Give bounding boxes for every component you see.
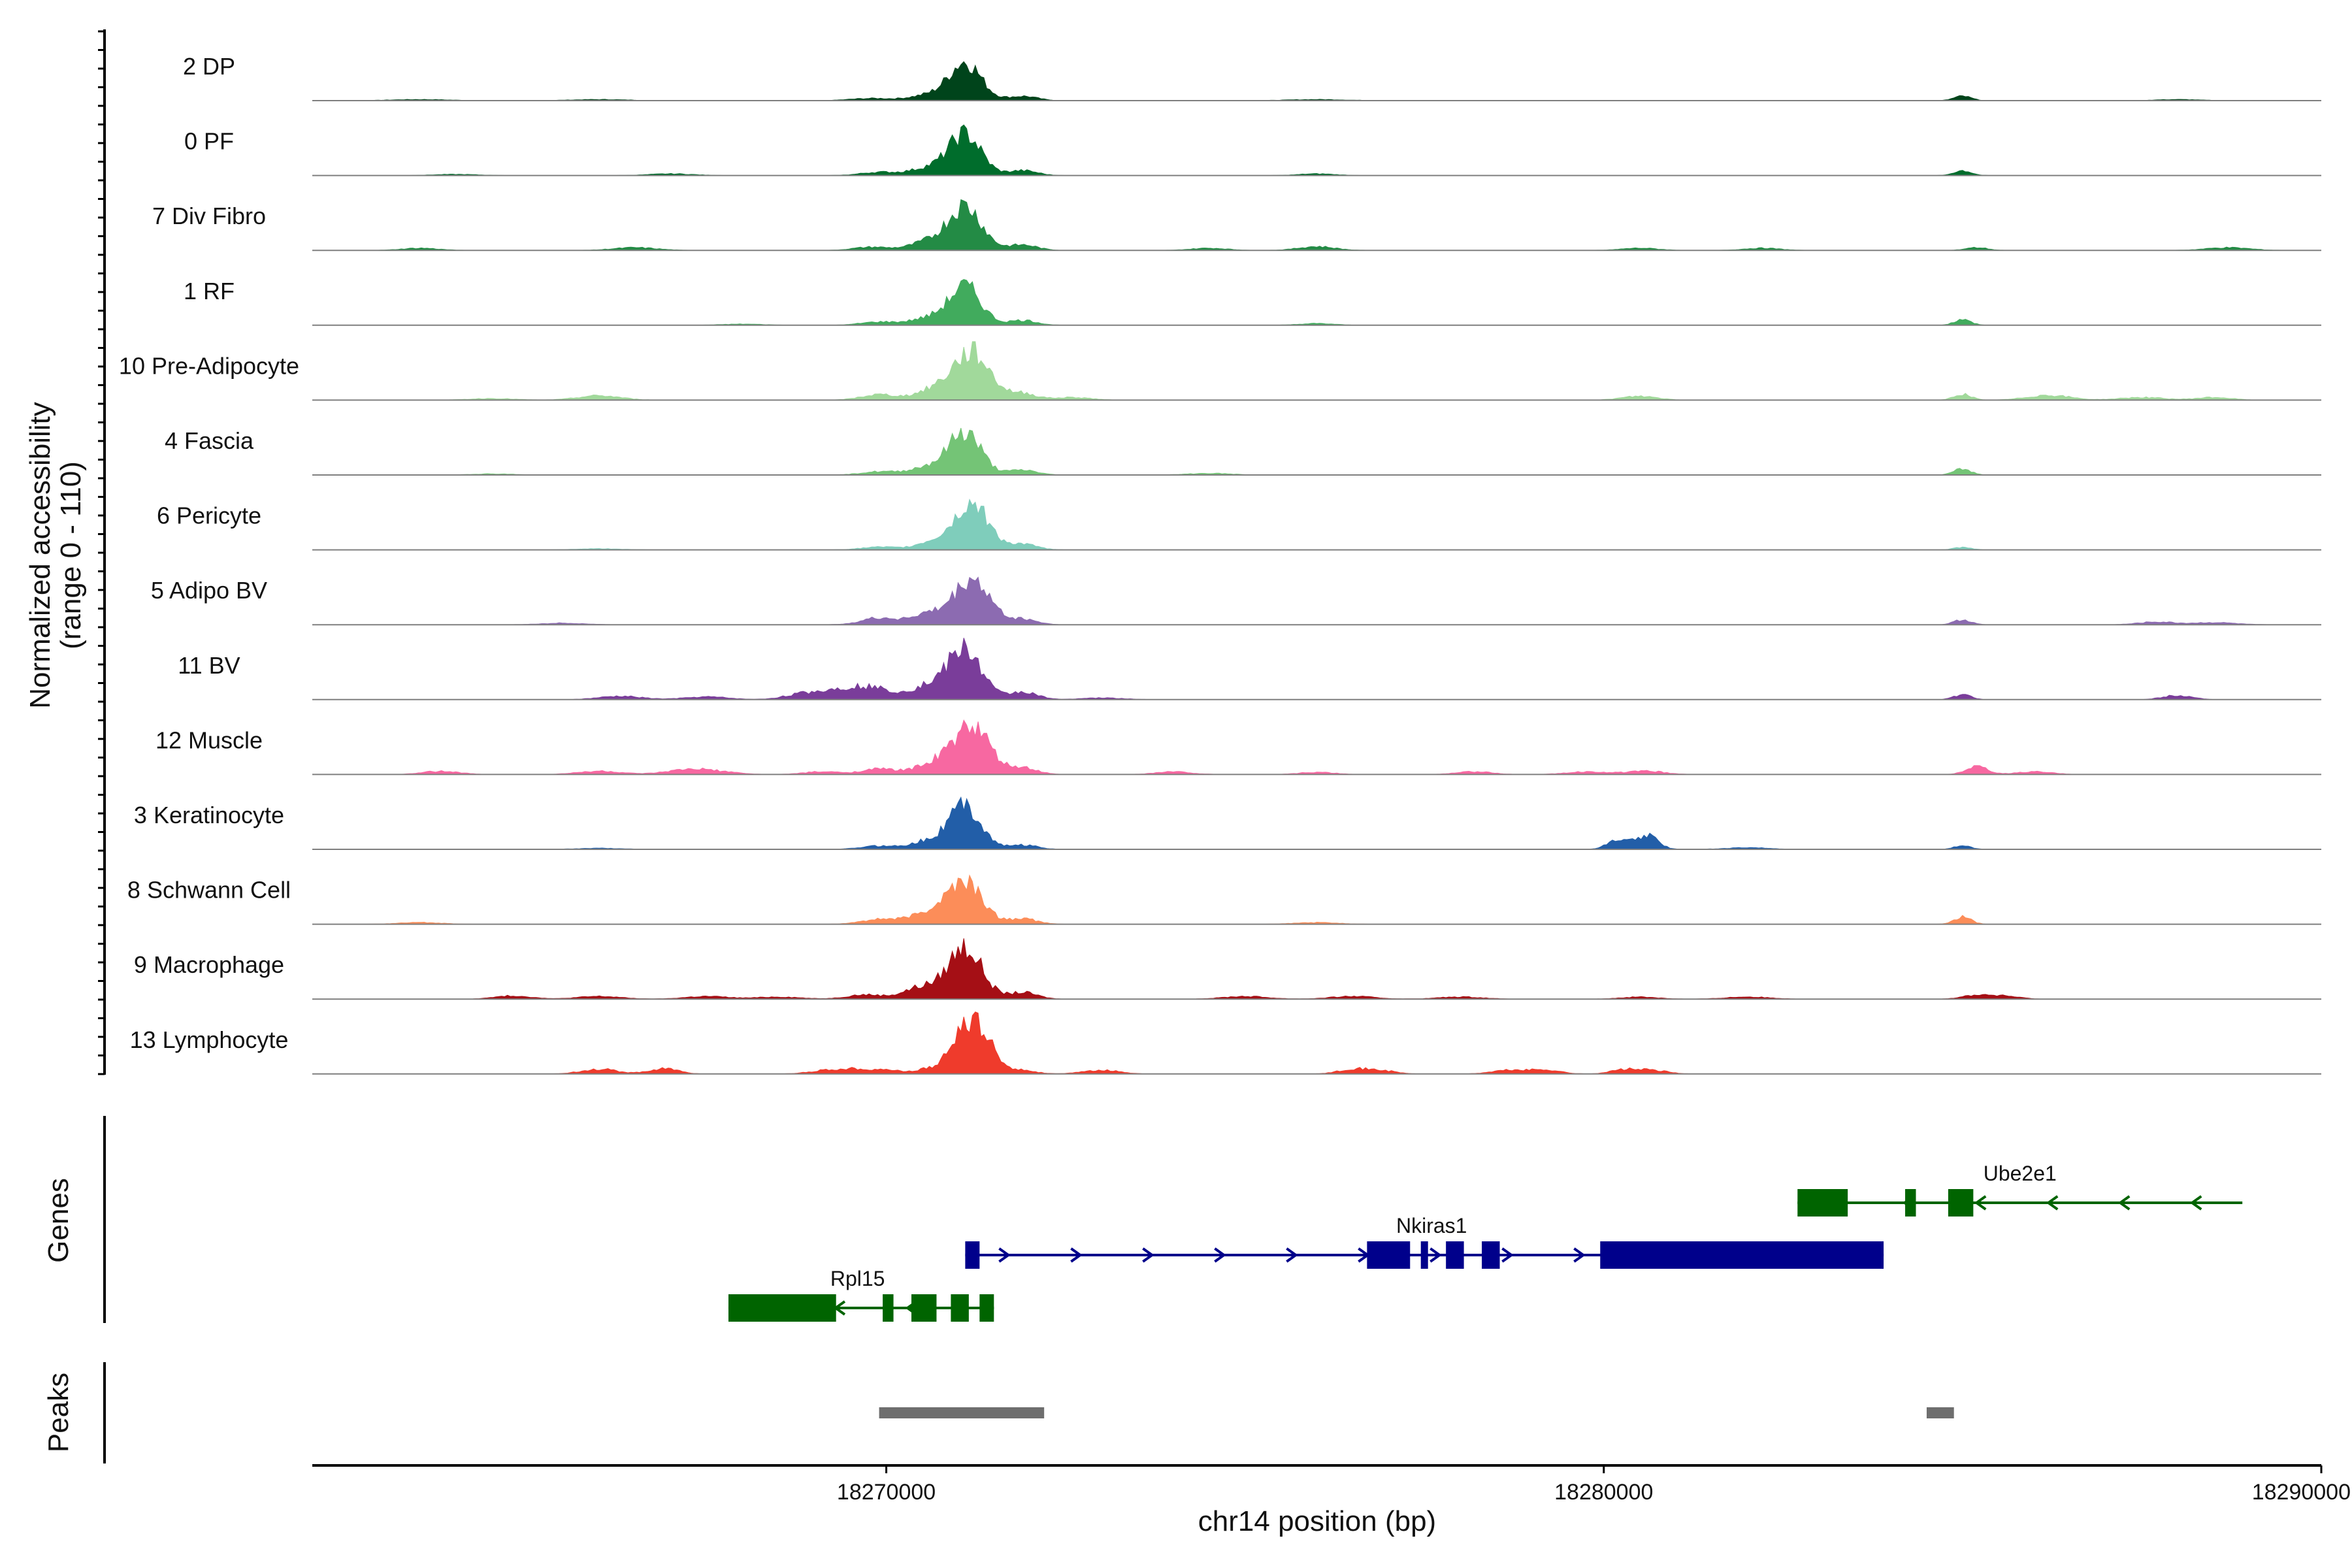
- track-13-lymphocyte: 13 Lymphocyte: [130, 1011, 2321, 1075]
- coverage-area: [312, 938, 2321, 1000]
- gene-exon: [883, 1294, 894, 1322]
- track-10-pre-adipocyte: 10 Pre-Adipocyte: [119, 341, 2321, 401]
- strand-arrow: [998, 1247, 1011, 1263]
- coverage-area: [312, 719, 2321, 775]
- track-label: 3 Keratinocyte: [134, 802, 284, 828]
- strand-arrow: [1142, 1247, 1154, 1263]
- gene-exon: [1905, 1189, 1916, 1217]
- gene-exon: [1367, 1241, 1411, 1269]
- strand-arrow: [1429, 1247, 1442, 1263]
- gene-exon: [911, 1294, 937, 1322]
- track-label: 2 DP: [183, 53, 235, 80]
- y-axis-title-line2: (range 0 - 110): [55, 461, 87, 649]
- strand-arrow: [2117, 1195, 2131, 1211]
- gene-label: Nkiras1: [1396, 1214, 1467, 1237]
- gene-rpl15: Rpl15: [728, 1267, 994, 1322]
- track-0-pf: 0 PF: [184, 124, 2321, 176]
- peaks-panel-label: Peaks: [42, 1373, 74, 1452]
- track-label: 8 Schwann Cell: [127, 877, 291, 904]
- y-axis-title-line1: Normalized accessibility: [24, 402, 56, 708]
- gene-exon: [1797, 1189, 1848, 1217]
- gene-exon: [1600, 1241, 1884, 1269]
- peak-region-bar: [879, 1407, 1045, 1418]
- track-label: 9 Macrophage: [134, 951, 284, 978]
- x-axis-title: chr14 position (bp): [1198, 1505, 1436, 1537]
- gene-exon: [1446, 1241, 1464, 1269]
- track-label: 1 RF: [184, 278, 235, 304]
- coverage-area: [312, 498, 2321, 551]
- gene-label: Ube2e1: [1984, 1162, 2057, 1185]
- gene-exon: [1420, 1241, 1428, 1269]
- strand-arrow: [1070, 1247, 1083, 1263]
- track-label: 7 Div Fibro: [152, 203, 266, 229]
- gene-exon: [1948, 1189, 1974, 1217]
- gene-nkiras1: Nkiras1: [965, 1214, 1884, 1269]
- track-label: 6 Pericyte: [157, 502, 261, 529]
- peak-region-bar: [1926, 1407, 1954, 1418]
- coverage-area: [312, 796, 2321, 850]
- coverage-area: [312, 576, 2321, 625]
- track-1-rf: 1 RF: [184, 278, 2321, 326]
- track-label: 10 Pre-Adipocyte: [119, 352, 299, 379]
- track-label: 4 Fascia: [165, 427, 254, 454]
- x-axis-tick-label: 18280000: [1554, 1480, 1653, 1505]
- peak-regions-panel: [879, 1407, 1954, 1418]
- gene-exon: [728, 1294, 836, 1322]
- track-9-macrophage: 9 Macrophage: [134, 938, 2321, 1000]
- strand-arrow: [1974, 1195, 1987, 1211]
- coverage-tracks: 2 DP 0 PF 7 Div Fibro 1 RF 10 Pre-Adipocyte 4…: [119, 53, 2321, 1075]
- track-2-dp: 2 DP: [183, 53, 2321, 101]
- gene-ube2e1: Ube2e1: [1797, 1162, 2243, 1217]
- track-7-div-fibro: 7 Div Fibro: [152, 199, 2321, 252]
- genes-panel-label: Genes: [42, 1178, 74, 1263]
- track-label: 13 Lymphocyte: [130, 1026, 289, 1053]
- x-axis-tick-label: 18270000: [837, 1480, 936, 1505]
- strand-arrow: [1214, 1247, 1226, 1263]
- x-axis: 18270000 18280000 18290000: [837, 1465, 2351, 1505]
- coverage-area: [312, 638, 2321, 700]
- track-11-bv: 11 BV: [178, 638, 2321, 700]
- track-label: 0 PF: [184, 128, 234, 155]
- gene-exon: [951, 1294, 969, 1322]
- x-axis-tick-label: 18290000: [2252, 1480, 2351, 1505]
- strand-arrow: [1501, 1247, 1514, 1263]
- coverage-area: [312, 279, 2321, 326]
- track-12-muscle: 12 Muscle: [155, 719, 2321, 776]
- track-label: 12 Muscle: [155, 727, 263, 753]
- track-8-schwann-cell: 8 Schwann Cell: [127, 874, 2321, 925]
- gene-exon: [965, 1241, 980, 1269]
- track-label: 11 BV: [178, 652, 240, 679]
- strand-arrow: [1573, 1247, 1586, 1263]
- strand-arrow: [2046, 1195, 2059, 1211]
- track-4-fascia: 4 Fascia: [165, 427, 2321, 476]
- track-6-pericyte: 6 Pericyte: [157, 498, 2321, 551]
- track-3-keratinocyte: 3 Keratinocyte: [134, 796, 2321, 850]
- strand-arrow: [2189, 1195, 2202, 1211]
- coverage-area: [312, 341, 2321, 400]
- y-axis: [98, 29, 106, 1075]
- track-label: 5 Adipo BV: [151, 577, 267, 604]
- gene-annotation-panel: Ube2e1 Nkiras1 Rpl15: [728, 1162, 2243, 1322]
- track-5-adipo-bv: 5 Adipo BV: [151, 576, 2321, 626]
- coverage-area: [312, 124, 2321, 176]
- strand-arrow: [1286, 1247, 1298, 1263]
- gene-exon: [979, 1294, 994, 1322]
- coverage-area: [312, 874, 2321, 925]
- coverage-area: [312, 1011, 2321, 1075]
- coverage-area: [312, 427, 2321, 476]
- gene-exon: [1482, 1241, 1500, 1269]
- gene-label: Rpl15: [830, 1267, 885, 1290]
- coverage-area: [312, 61, 2321, 101]
- coverage-area: [312, 199, 2321, 251]
